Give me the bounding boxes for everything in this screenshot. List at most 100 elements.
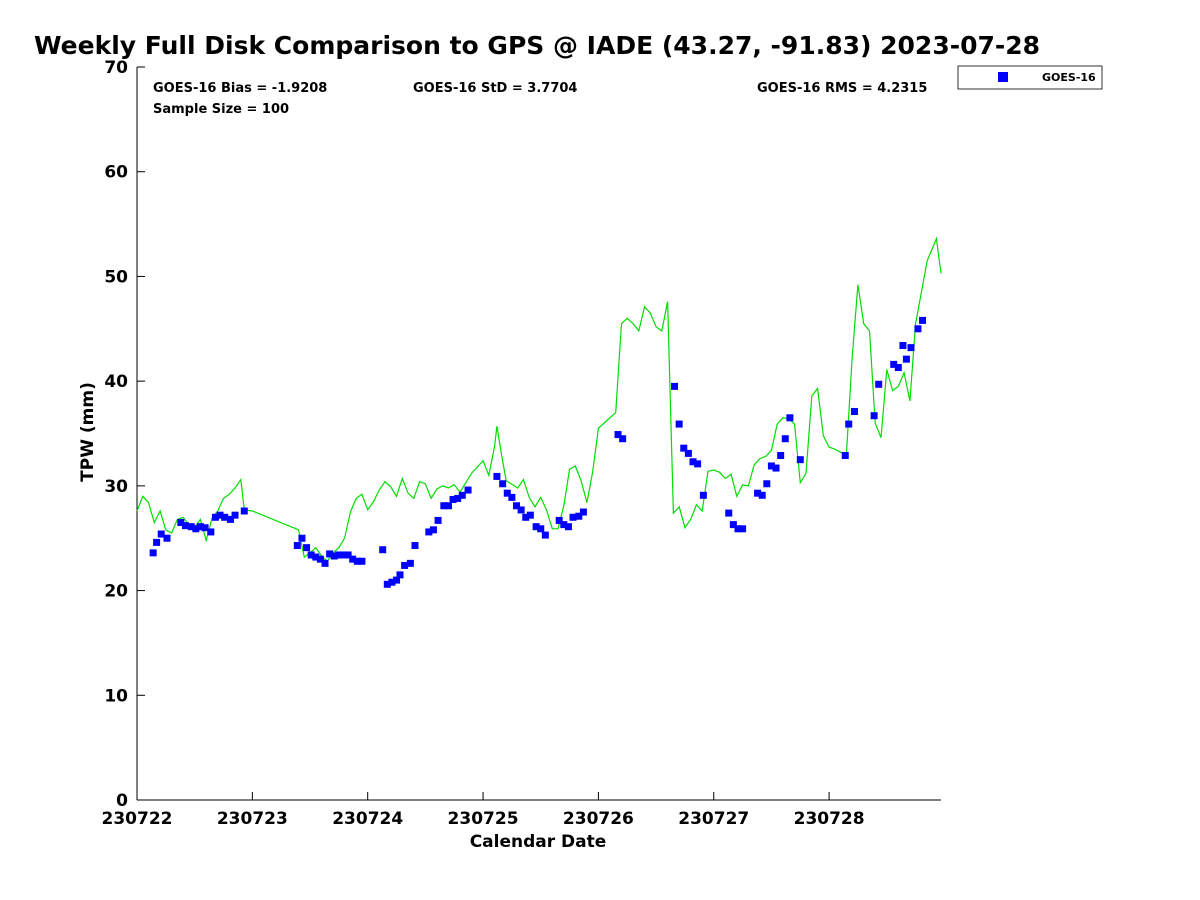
goes16-point (425, 528, 433, 536)
goes16-point (298, 534, 306, 542)
x-axis-label: Calendar Date (470, 832, 607, 852)
goes16-point (763, 480, 771, 488)
goes16-point (192, 525, 200, 533)
goes16-point (684, 449, 692, 457)
goes16-point (321, 559, 329, 567)
goes16-point (226, 515, 234, 523)
goes16-point (493, 472, 501, 480)
goes16-point (907, 344, 915, 352)
y-tick-label: 40 (104, 372, 128, 392)
goes16-point (153, 538, 161, 546)
legend-goes16-marker (998, 72, 1008, 82)
goes16-point (181, 522, 189, 530)
goes16-point (875, 380, 883, 388)
goes16-point (508, 493, 516, 501)
goes16-point (312, 553, 320, 561)
y-axis: 0 10 20 30 40 50 60 70 (104, 58, 145, 811)
goes16-point (330, 552, 338, 560)
goes16-point (671, 382, 679, 390)
goes16-point (349, 555, 357, 563)
goes16-point (177, 519, 185, 527)
x-tick-label: 230728 (794, 809, 865, 829)
goes16-point (786, 414, 794, 422)
goes16-point (694, 460, 702, 468)
goes16-point (841, 451, 849, 459)
goes16-point (201, 524, 209, 532)
y-tick-label: 30 (104, 477, 128, 497)
goes16-point (216, 511, 224, 519)
x-tick-label: 230727 (678, 809, 749, 829)
goes16-point (541, 531, 549, 539)
goes16-point (353, 557, 361, 565)
goes16-point (725, 509, 733, 517)
goes16-point (240, 507, 248, 515)
y-tick-label: 50 (104, 267, 128, 287)
goes16-point (454, 494, 462, 502)
y-tick-label: 60 (104, 163, 128, 183)
goes16-point (796, 456, 804, 464)
x-tick-label: 230723 (217, 809, 288, 829)
goes16-point (579, 508, 587, 516)
y-tick-label: 10 (104, 686, 128, 706)
goes16-point (406, 559, 414, 567)
goes16-point (379, 546, 387, 554)
goes16-point (434, 516, 442, 524)
goes16-point (532, 523, 540, 531)
goes16-point (231, 511, 239, 519)
goes16-point (344, 551, 352, 559)
goes16-point (458, 491, 466, 499)
goes16-point (537, 525, 545, 533)
goes16-point (339, 551, 347, 559)
goes16-point (517, 506, 525, 514)
legend: GOES-16 (957, 65, 1103, 90)
x-tick-label: 230724 (332, 809, 403, 829)
goes16-point (163, 534, 171, 542)
goes16-point (569, 513, 577, 521)
goes16-point (388, 578, 396, 586)
goes16-point (499, 480, 507, 488)
legend-goes16-label: GOES-16 (1042, 71, 1096, 84)
plot-area (136, 236, 942, 588)
goes16-point (196, 523, 204, 531)
goes16-point (464, 486, 472, 494)
goes16-point (680, 444, 688, 452)
goes16-point (560, 521, 568, 529)
legend-box (957, 65, 1103, 90)
goes16-point (303, 544, 311, 552)
goes16-point (411, 542, 419, 550)
goes16-point (503, 489, 511, 497)
goes16-point (401, 561, 409, 569)
chart-title: Weekly Full Disk Comparison to GPS @ IAD… (34, 31, 1040, 60)
goes16-point (734, 525, 742, 533)
goes16-point (326, 550, 334, 558)
std-stat: GOES-16 StD = 3.7704 (413, 81, 577, 96)
goes16-point (850, 408, 858, 416)
goes16-point (870, 412, 878, 420)
y-axis-label: TPW (mm) (78, 382, 98, 482)
goes16-point (429, 526, 437, 534)
goes16-point (772, 464, 780, 472)
x-axis: 230722 230723 230724 230725 230726 230727 2307… (102, 792, 941, 829)
goes16-point (614, 431, 622, 439)
goes16-point (894, 364, 902, 372)
goes16-point (919, 316, 927, 324)
goes16-point (207, 528, 215, 536)
goes16-point (890, 360, 898, 368)
goes16-point (781, 435, 789, 443)
y-tick-label: 0 (116, 791, 128, 811)
goes16-point (767, 462, 775, 470)
goes16-point (440, 502, 448, 510)
x-tick-label: 230722 (102, 809, 173, 829)
goes16-point (149, 549, 157, 557)
goes16-point (758, 491, 766, 499)
sample-size-stat: Sample Size = 100 (153, 102, 289, 117)
goes16-point (564, 523, 572, 531)
goes16-point (444, 502, 452, 510)
goes16-point (221, 513, 229, 521)
goes16-point (739, 525, 747, 533)
goes16-point (316, 555, 324, 563)
goes16-point (902, 355, 910, 363)
goes16-point (526, 511, 534, 519)
goes16-point (211, 513, 219, 521)
